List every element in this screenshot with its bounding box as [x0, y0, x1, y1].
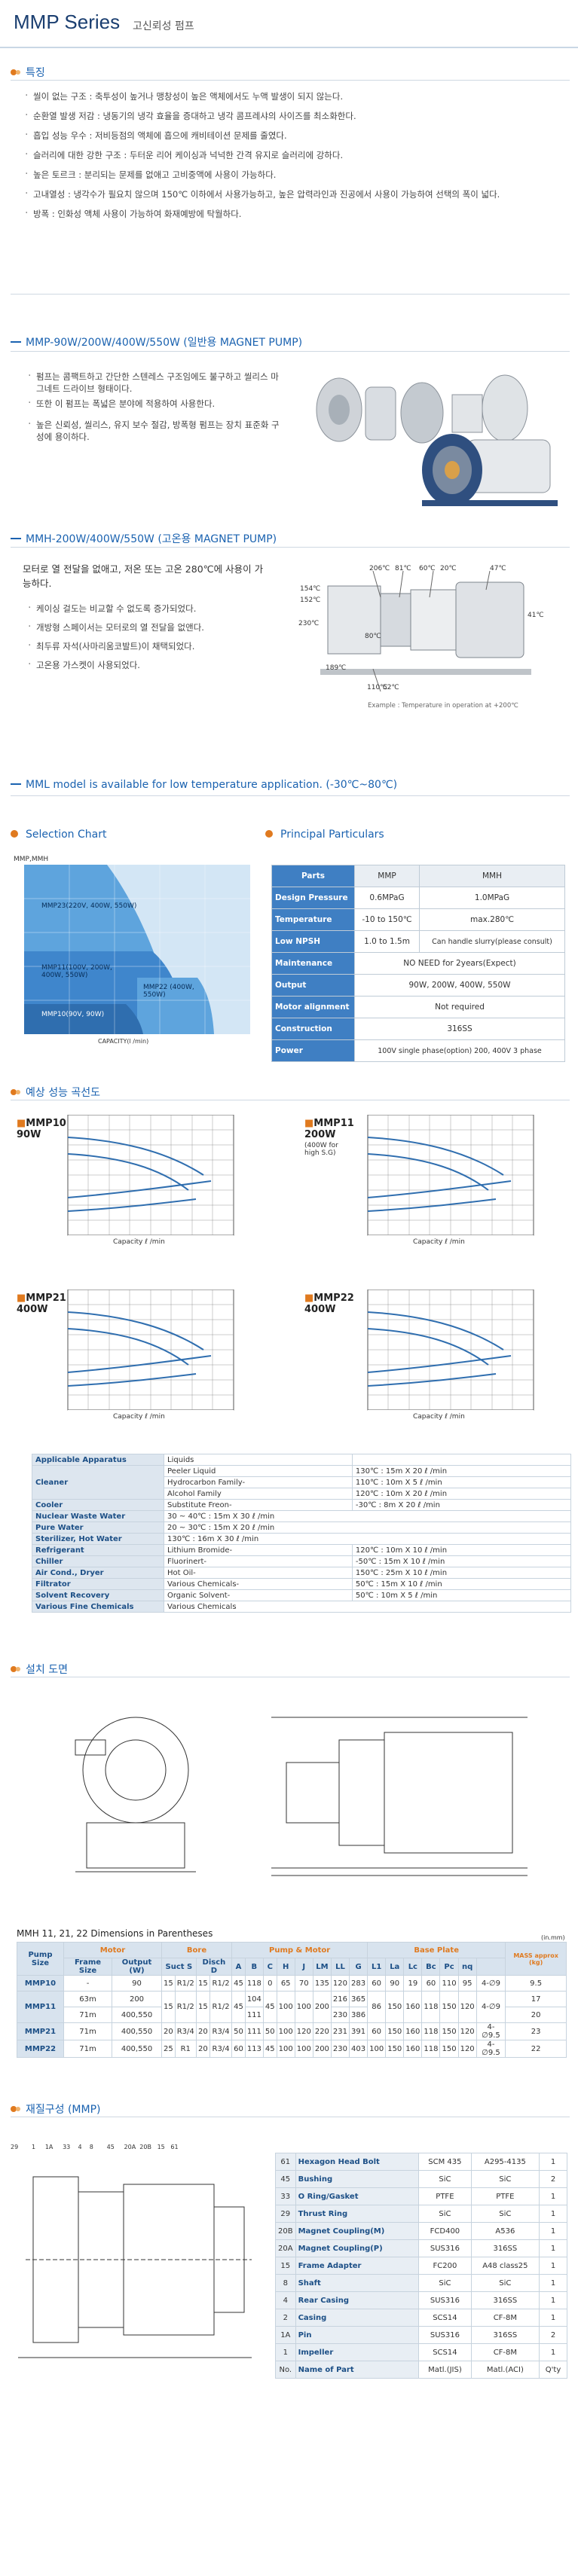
list-item: 케이싱 걸도는 비교할 수 없도록 증가되었다.: [26, 602, 274, 615]
list-item: 펌프는 콤팩트하고 간단한 스텐레스 구조임에도 불구하고 씰리스 마그네트 드…: [26, 370, 282, 395]
curve-model: ■MMP10: [17, 1118, 66, 1129]
list-item: 고내열성 : 냉각수가 필요치 않으며 150℃ 이하에서 사용가능하고, 높은…: [23, 188, 550, 200]
section-mmp-title: MMP-90W/200W/400W/550W (일반용 MAGNET PUMP): [11, 334, 302, 349]
curve-model: ■MMP22: [304, 1293, 354, 1304]
temp-label: 52℃: [383, 684, 399, 691]
series-label: MMP10(90V, 90W): [41, 1011, 105, 1018]
temp-label: 60℃: [419, 565, 436, 572]
selection-chart: [24, 865, 250, 1034]
x-axis-label: Capacity ℓ /min: [413, 1238, 465, 1246]
performance-curve-chart: [367, 1290, 534, 1421]
section-mmh-title: MMH-200W/400W/550W (고온용 MAGNET PUMP): [11, 531, 277, 546]
mmh-temperature-diagram: [320, 570, 531, 692]
temp-label: 110℃: [367, 684, 388, 691]
mmp-list: 펌프는 콤팩트하고 간단한 스텐레스 구조임에도 불구하고 씰리스 마그네트 드…: [26, 370, 282, 443]
section-material-title: 재질구성 (MMP): [11, 2101, 101, 2117]
table-row: 15 Frame Adapter FC200 A48 class25 1: [275, 2257, 567, 2275]
section-curves-title: 예상 성능 곡선도: [11, 1085, 100, 1100]
curve-power: 400W: [17, 1304, 48, 1315]
section-bullet-icon: [11, 69, 20, 75]
section-selection-title: Selection Chart: [11, 829, 106, 841]
section-install-title: 설치 도면: [11, 1662, 68, 1677]
performance-curve-chart: [67, 1290, 234, 1421]
temp-label: 230℃: [298, 620, 320, 627]
table-row: 20B Magnet Coupling(M) FCD400 A536 1: [275, 2222, 567, 2240]
x-axis-label: CAPACITY(l /min): [98, 1038, 149, 1045]
features-list: 씰이 없는 구조 : 축투성이 높거나 맹창성이 높은 액체에서도 누액 발생이…: [23, 90, 550, 220]
table-row: 20A Magnet Coupling(P) SUS316 316SS 1: [275, 2239, 567, 2257]
list-item: 순환열 발생 저감 : 냉동기의 냉각 효율을 증대하고 냉각 콤프레샤의 사이…: [23, 109, 550, 122]
table-row: 61 Hexagon Head Bolt SCM 435 A295-4135 1: [275, 2153, 567, 2171]
table-row: 8 Shaft SiC SiC 1: [275, 2274, 567, 2292]
list-item: 씰이 없는 구조 : 축투성이 높거나 맹창성이 높은 액체에서도 누액 발생이…: [23, 90, 550, 102]
table-row: 4 Rear Casing SUS316 316SS 1: [275, 2291, 567, 2309]
temp-label: 47℃: [490, 565, 506, 572]
table-row: 1A Pin SUS316 316SS 2: [275, 2326, 567, 2344]
material-table: 61 Hexagon Head Bolt SCM 435 A295-4135 1 45 B…: [275, 2153, 567, 2379]
curve-model: ■MMP11: [304, 1118, 354, 1129]
page-subtitle: 고신뢰성 펌프: [133, 20, 194, 32]
curve-model: ■MMP21: [17, 1293, 66, 1304]
temp-label: 152℃: [300, 597, 321, 604]
temp-label: 81℃: [395, 565, 411, 572]
list-item: 또한 이 펌프는 폭넓은 분야에 적용하여 사용한다.: [26, 397, 282, 410]
principal-table: Parts MMP MMH Design Pressure 0.6MPaG 1.0MPa…: [271, 865, 565, 1062]
mmh-caption: Example : Temperature in operation at +2…: [368, 702, 518, 710]
table-row: No. Name of Part Matl.(JIS) Matl.(ACI) Q'ty: [275, 2361, 567, 2379]
header-divider: [0, 47, 578, 48]
temp-label: 206℃: [369, 565, 390, 572]
list-item: 개방형 스페이서는 모터로의 열 전달을 없앤다.: [26, 621, 274, 633]
series-label: MMP22 (400W, 550W): [143, 984, 194, 999]
curve-power: 200W: [304, 1129, 336, 1140]
table-row: MMP21 71m 400,550 20 R3/4 20 R3/4 50 111 50 100 120…: [17, 2022, 567, 2040]
page-title: MMP Series: [14, 11, 121, 33]
series-label: MMP23(220V, 400W, 550W): [41, 902, 137, 910]
dimensions-unit: (in.mm): [541, 1934, 565, 1941]
curve-note: (400W for high S.G): [304, 1142, 338, 1157]
temp-label: 80℃: [365, 633, 381, 640]
dimensions-table: Pump Size Motor Bore Pump & Motor Base P…: [17, 1942, 567, 2058]
list-item: 높은 토르크 : 분리되는 문제를 없애고 고비중액에 사용이 가능하다.: [23, 168, 550, 181]
installation-drawing: [75, 1717, 528, 1876]
section-features-title: 특징: [11, 65, 45, 80]
x-axis-label: Capacity ℓ /min: [113, 1238, 165, 1246]
list-item: 최두류 자석(사마리움코발트)이 채택되었다.: [26, 639, 274, 652]
temp-label: 41℃: [528, 612, 544, 619]
selection-model: MMP,MMH: [14, 856, 49, 863]
performance-curve-chart: [67, 1115, 234, 1247]
mmp-pump-photo: [309, 365, 561, 520]
series-label: MMP11(100V, 200W, 400W, 550W): [41, 964, 112, 979]
x-axis-label: Capacity ℓ /min: [113, 1413, 165, 1421]
table-row: MMP10-90 15 R1/2 15 R1/2 45 118 0 65 70 135 120 283 6…: [17, 1975, 567, 1992]
section-mml-title: MML model is available for low temperatu…: [11, 779, 397, 791]
dimensions-title: MMH 11, 21, 22 Dimensions in Parentheses: [17, 1928, 213, 1939]
table-row: 1 Impeller SCS14 CF-8M 1: [275, 2343, 567, 2361]
applications-table: Applicable Apparatus Liquids Cleaner Peele…: [32, 1454, 572, 1613]
table-row: 2 Casing SCS14 CF-8M 1: [275, 2309, 567, 2327]
mmh-list: 케이싱 걸도는 비교할 수 없도록 증가되었다. 개방형 스페이서는 모터로의 …: [26, 602, 274, 671]
table-row: MMP11 63m 200 15 R1/2 15 R1/2 45 104 45 100 100 200 2…: [17, 1991, 567, 2023]
temp-label: 20℃: [440, 565, 457, 572]
table-row: MMP22 71m 400,550 25 R1 20 R3/4 60 113 45 100 100 20…: [17, 2040, 567, 2058]
table-row: 33 O Ring/Gasket PTFE PTFE 1: [275, 2187, 567, 2205]
curve-power: 400W: [304, 1304, 336, 1315]
table-row: 45 Bushing SiC SiC 2: [275, 2170, 567, 2188]
list-item: 흡입 성능 우수 : 저비등점의 액체에 흡으에 캐비테이션 문제를 줄였다.: [23, 129, 550, 142]
performance-curve-chart: [367, 1115, 534, 1247]
list-item: 슬러리에 대한 강한 구조 : 두터운 리어 케이싱과 넉넉한 간격 유지로 슬…: [23, 148, 550, 161]
temp-label: 189℃: [326, 664, 347, 672]
temp-label: 154℃: [300, 585, 321, 593]
section-principal-title: Principal Particulars: [265, 829, 384, 841]
material-callouts: 29 1 1A 33 4 8 45 20A 20B 15 61: [11, 2144, 179, 2150]
table-row: 29 Thrust Ring SiC SiC 1: [275, 2205, 567, 2223]
material-cross-section-drawing: [18, 2176, 252, 2358]
curve-power: 90W: [17, 1129, 41, 1140]
list-item: 고온용 가스켓이 사용되었다.: [26, 658, 274, 671]
list-item: 높은 신뢰성, 씰리스, 유지 보수 절감, 방폭형 펌프는 장치 표준화 구성…: [26, 418, 282, 443]
mmh-lead: 모터로 열 전달을 없애고, 저온 또는 고온 280℃에 사용이 가능하다.: [23, 563, 264, 589]
x-axis-label: Capacity ℓ /min: [413, 1413, 465, 1421]
list-item: 방폭 : 인화성 액체 사용이 가능하여 화재예방에 탁월하다.: [23, 207, 550, 220]
